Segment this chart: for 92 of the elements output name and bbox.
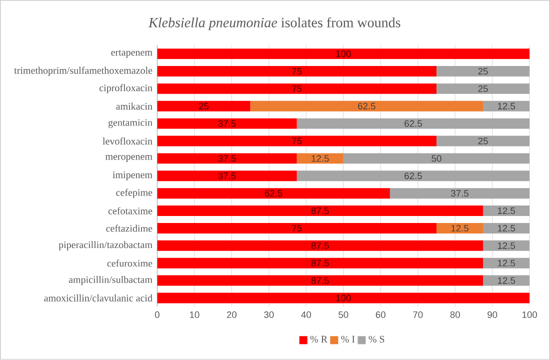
y-tick-label: ampicillin/sulbactam xyxy=(68,276,152,286)
bar xyxy=(157,48,530,60)
bar xyxy=(483,223,530,234)
bar xyxy=(436,223,484,234)
legend-label: % S xyxy=(368,336,384,343)
data-label: 87.5 xyxy=(311,208,329,214)
data-label: 25 xyxy=(478,138,488,144)
data-label: 87.5 xyxy=(311,242,329,250)
bar xyxy=(157,66,436,77)
y-tick-label: meropenem xyxy=(105,155,152,162)
x-tick-label: 100 xyxy=(522,312,538,318)
bar xyxy=(483,101,530,112)
bar xyxy=(157,153,297,164)
legend-label: % R xyxy=(310,336,328,343)
bar xyxy=(343,153,530,164)
data-label: 75 xyxy=(292,68,302,75)
data-label: 75 xyxy=(292,138,302,144)
data-label: 100 xyxy=(336,50,351,58)
y-tick-label: imipenem xyxy=(112,172,152,180)
data-label: 37.5 xyxy=(218,155,236,162)
x-tick-label: 30 xyxy=(264,312,274,318)
bar xyxy=(157,101,250,112)
bar xyxy=(483,206,530,216)
legend-label: % I xyxy=(341,336,355,343)
y-tick-label: piperacillin/tazobactam xyxy=(58,241,152,250)
y-tick-label: amikacin xyxy=(116,102,152,110)
data-label: 12.5 xyxy=(498,260,515,266)
bar xyxy=(157,275,484,286)
bar xyxy=(157,240,484,251)
bar xyxy=(250,101,484,112)
bar xyxy=(296,170,530,182)
data-label: 12.5 xyxy=(498,225,515,232)
data-label: 12.5 xyxy=(498,277,515,284)
data-label: 12.5 xyxy=(451,225,468,232)
data-label: 37.5 xyxy=(451,190,468,197)
data-label: 25 xyxy=(478,68,488,75)
chart-title: Klebsiella pneumoniae isolates from wounds xyxy=(148,17,400,30)
data-label: 12.5 xyxy=(498,102,515,110)
y-tick-label: trimethoprim/sulfamethoxemazole xyxy=(14,66,152,76)
bar xyxy=(157,84,436,94)
y-tick-label: ertapenem xyxy=(111,50,152,58)
x-tick-label: 60 xyxy=(376,312,386,318)
bar xyxy=(296,153,344,164)
y-tick-label: cefotaxime xyxy=(108,207,152,214)
bar xyxy=(157,206,484,216)
y-tick-label: gentamicin xyxy=(108,119,152,128)
bar xyxy=(157,118,297,129)
bar xyxy=(483,240,530,251)
x-tick-label: 90 xyxy=(488,312,498,318)
bar xyxy=(483,258,530,268)
data-label: 75 xyxy=(292,225,302,232)
bar xyxy=(157,170,297,182)
data-label: 25 xyxy=(199,102,209,110)
y-tick-label: levofloxacin xyxy=(102,138,152,145)
bar xyxy=(390,188,530,199)
x-tick-label: 50 xyxy=(338,312,348,318)
data-label: 37.5 xyxy=(218,172,236,180)
data-label: 50 xyxy=(432,155,442,162)
bar xyxy=(157,223,436,234)
y-tick-label: cefuroxime xyxy=(107,260,152,267)
x-tick-label: 20 xyxy=(226,312,237,318)
x-tick-label: 70 xyxy=(413,312,423,318)
bar xyxy=(157,258,484,268)
data-label: 87.5 xyxy=(311,260,329,266)
y-tick-label: ciprofloxacin xyxy=(100,84,152,94)
data-label: 37.5 xyxy=(218,120,236,127)
bar xyxy=(296,118,530,129)
x-tick-label: 40 xyxy=(301,312,311,318)
data-label: 100 xyxy=(336,294,351,302)
data-label: 12.5 xyxy=(312,155,329,162)
bar xyxy=(436,84,530,94)
data-label: 75 xyxy=(292,86,302,92)
bar xyxy=(157,292,530,304)
y-tick-label: ceftazidime xyxy=(106,224,152,232)
bar xyxy=(157,188,390,199)
bar xyxy=(436,66,530,77)
x-tick-label: 80 xyxy=(450,312,460,318)
data-label: 62.5 xyxy=(404,120,422,127)
x-tick-label: 0 xyxy=(154,312,160,318)
data-label: 62.5 xyxy=(404,172,422,180)
bar xyxy=(483,275,530,286)
data-label: 62.5 xyxy=(264,190,282,197)
data-label: 12.5 xyxy=(498,208,515,214)
bar xyxy=(157,136,436,146)
data-label: 87.5 xyxy=(311,277,329,284)
x-tick-label: 10 xyxy=(190,312,200,318)
data-label: 12.5 xyxy=(498,242,515,250)
y-tick-label: cefepime xyxy=(116,188,152,198)
bar xyxy=(436,136,530,146)
data-label: 62.5 xyxy=(358,102,376,110)
y-tick-label: amoxicillin/clavulanic acid xyxy=(44,294,152,302)
data-label: 25 xyxy=(478,86,488,92)
